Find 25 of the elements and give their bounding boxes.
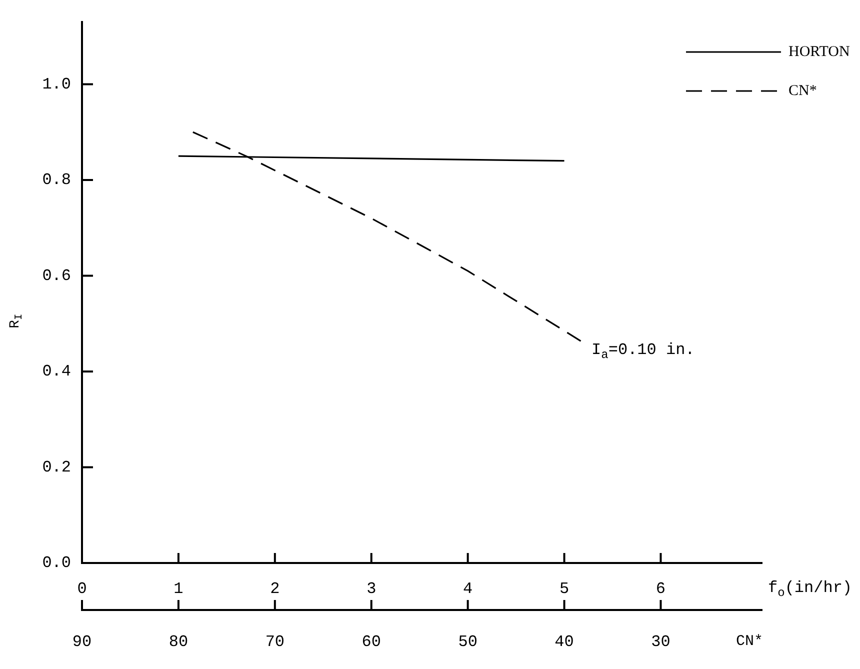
y-tick-label: 0.8 <box>42 171 71 190</box>
x2-tick-label: 50 <box>458 632 478 651</box>
x-tick-label: 4 <box>463 580 473 598</box>
x-tick-label: 1 <box>174 580 184 598</box>
y-tick-label: 0.4 <box>42 362 71 381</box>
x2-tick-label: 30 <box>651 632 670 651</box>
y-tick-label: 0.0 <box>42 554 71 572</box>
x-tick-label: 5 <box>559 580 570 598</box>
x-tick-label: 3 <box>366 580 376 598</box>
x-axis-title: f$_{o}$(in/hr) <box>768 579 852 600</box>
annotation: I$_{a}$=0.10 in. <box>592 340 695 362</box>
x-tick-label: 6 <box>656 580 666 598</box>
x2-tick-label: 60 <box>362 632 381 651</box>
x2-tick-label: 80 <box>168 632 188 651</box>
text: HORTON <box>788 44 850 60</box>
text: CN* <box>788 82 817 99</box>
y-tick-label: 0.2 <box>42 458 71 476</box>
x-tick-label: 2 <box>270 580 280 598</box>
x-tick-label: 0 <box>77 580 87 598</box>
x2-tick-label: 90 <box>72 632 92 651</box>
y-tick-label: 0.6 <box>42 266 71 285</box>
y-tick-label: 1.0 <box>42 75 71 94</box>
x2-tick-label: 70 <box>265 632 285 651</box>
x2-tick-label: 40 <box>554 632 574 651</box>
x2-axis-title: CN* <box>736 632 764 650</box>
